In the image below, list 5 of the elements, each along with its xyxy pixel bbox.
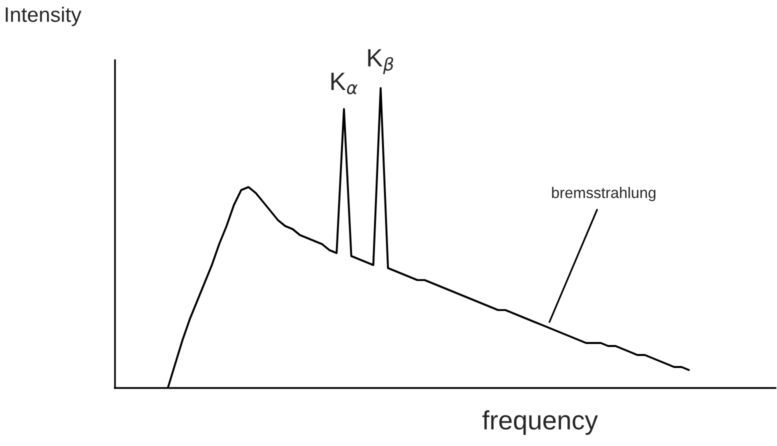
annotation: bremsstrahlung [552,186,656,202]
annotation: K$_{α}$ [331,72,358,94]
y-axis-title: Intensity [6,6,82,26]
text: K$_{β}$ [368,49,394,74]
x-axis-title: frequency [482,410,598,435]
